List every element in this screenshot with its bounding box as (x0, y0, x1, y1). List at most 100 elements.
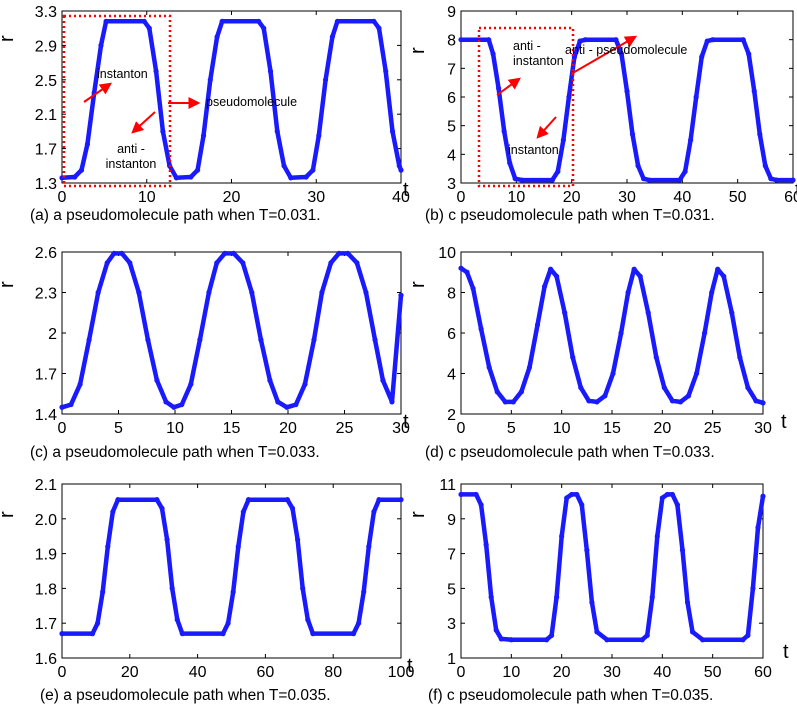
data-point (376, 497, 382, 503)
data-point (490, 51, 496, 57)
data-point (478, 502, 484, 508)
data-point (310, 631, 316, 637)
data-point (220, 631, 226, 637)
data-point (98, 42, 104, 49)
data-point (562, 310, 568, 316)
y-tick-label: 9 (447, 512, 456, 529)
data-point (664, 491, 670, 498)
data-point (757, 131, 763, 137)
x-tick-label: 5 (114, 420, 123, 437)
y-axis-label: r (407, 47, 429, 54)
x-tick-label: 10 (507, 189, 525, 206)
panel-caption: (b) c pseudomolecule path when T=0.031. (425, 207, 715, 224)
data-point (389, 399, 395, 405)
data-point (240, 260, 246, 266)
data-point (302, 381, 308, 387)
x-axis-label: t (795, 179, 797, 201)
data-point (635, 163, 641, 169)
data-point (496, 85, 502, 91)
data-point (274, 128, 280, 134)
data-point (486, 37, 492, 43)
data-point (363, 289, 369, 296)
data-point (560, 137, 566, 143)
data-point (188, 174, 194, 180)
x-tick-label: 10 (138, 189, 156, 206)
data-point (559, 533, 565, 539)
y-tick-label: 6 (447, 326, 456, 343)
data-point (547, 266, 554, 272)
data-point (305, 617, 311, 623)
data-point (508, 637, 514, 643)
data-point (179, 631, 185, 637)
data-point (127, 260, 133, 266)
data-point (136, 289, 142, 296)
annotation-label: pseudomolecule (206, 95, 297, 109)
data-point (398, 167, 404, 173)
data-point (77, 381, 83, 387)
x-tick-label: 50 (729, 189, 747, 206)
data-point (163, 399, 169, 405)
y-tick-label: 1.7 (35, 142, 57, 159)
x-axis-label: t (783, 641, 789, 663)
data-point (376, 25, 382, 31)
y-tick-label: 10 (438, 245, 456, 262)
data-point (618, 330, 624, 336)
data-point (613, 37, 619, 43)
data-point (760, 493, 766, 499)
data-point (300, 585, 306, 592)
x-axis-label: t (403, 179, 409, 201)
data-point (684, 599, 691, 605)
series-line (59, 251, 404, 410)
data-point (214, 34, 220, 40)
data-point (501, 128, 507, 134)
data-point (566, 94, 572, 100)
data-point (72, 174, 78, 180)
data-point (219, 18, 225, 24)
plot-frame (61, 251, 402, 415)
data-point (356, 620, 362, 626)
data-point (518, 389, 525, 395)
data-point (230, 589, 236, 595)
annotation-arrow (83, 82, 112, 103)
data-point (715, 266, 721, 272)
data-point (261, 25, 267, 31)
data-point (693, 370, 700, 377)
x-tick-label: 10 (553, 420, 571, 437)
x-tick-label: 15 (603, 420, 621, 437)
annotation-arrow (496, 77, 521, 96)
data-point (371, 509, 377, 515)
series-line (458, 37, 796, 183)
data-point (729, 310, 735, 316)
x-tick-label: 0 (457, 664, 466, 681)
data-point (458, 265, 464, 271)
x-axis-label: t (403, 411, 409, 433)
data-point (284, 404, 290, 410)
data-point (659, 495, 665, 501)
data-point (179, 401, 185, 408)
annotation-label: anti - pseudomolecule (565, 43, 687, 57)
data-point (618, 51, 625, 57)
data-point (86, 337, 92, 343)
x-tick-label: 30 (603, 664, 621, 681)
x-tick-label: 40 (653, 664, 671, 681)
data-point (95, 289, 101, 296)
annotation-label: instanton (508, 143, 559, 157)
y-tick-label: 1.7 (35, 616, 57, 633)
data-point (328, 260, 334, 266)
x-tick-label: 0 (58, 664, 67, 681)
data-point (389, 128, 396, 134)
data-point (790, 177, 796, 183)
series-line (458, 492, 766, 642)
x-tick-label: 80 (324, 664, 342, 681)
data-point (145, 337, 151, 343)
data-point (174, 617, 180, 623)
annotation-label: anti - (117, 142, 145, 156)
panel-caption: (a) a pseudomolecule path when T=0.031. (30, 207, 321, 224)
data-point (750, 585, 756, 592)
x-tick-label: 60 (754, 664, 772, 681)
data-point (322, 77, 329, 83)
data-point (222, 250, 228, 256)
y-tick-label: 2.1 (35, 477, 57, 494)
data-point (700, 637, 706, 643)
annotation-label: instanton (513, 54, 564, 68)
